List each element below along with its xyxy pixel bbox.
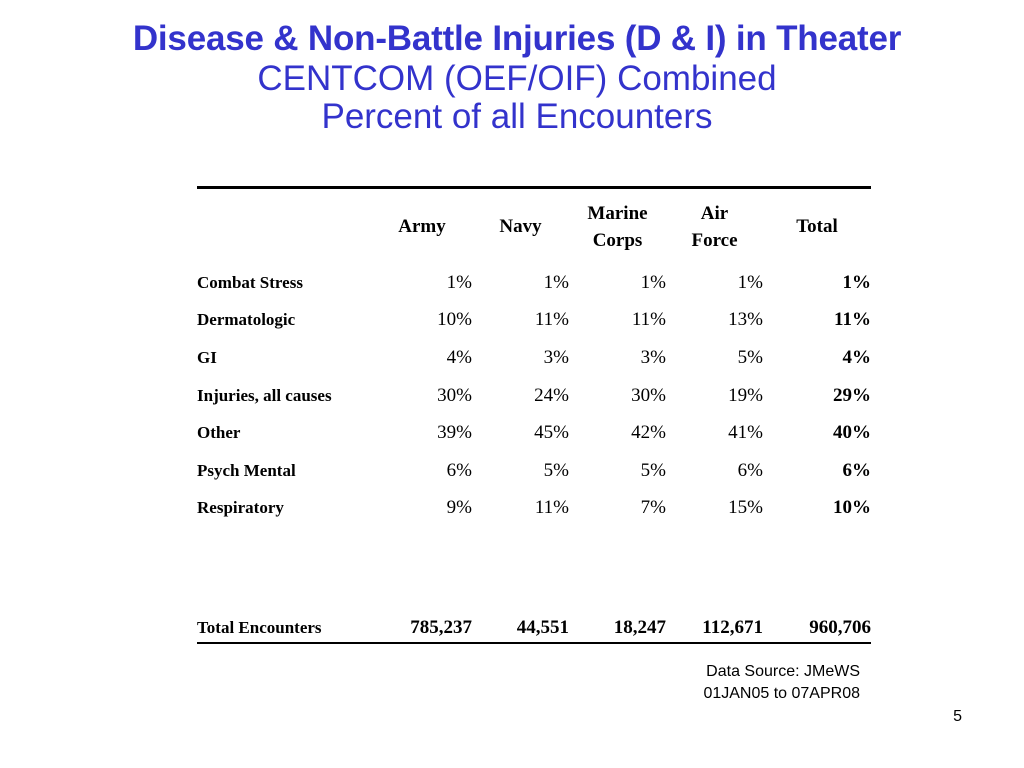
table-row: GI 4% 3% 3% 5% 4% <box>197 339 871 377</box>
cell-army: 30% <box>437 384 472 406</box>
row-label: Combat Stress <box>197 272 303 292</box>
header-navy: Navy <box>499 216 542 237</box>
header-total: Total <box>796 216 838 237</box>
cell-marine: 3% <box>640 346 666 368</box>
data-source-note: Data Source: JMeWS 01JAN05 to 07APR08 <box>560 661 860 705</box>
slide-subtitle-line2: Percent of all Encounters <box>321 97 713 136</box>
slide-title: Disease & Non-Battle Injuries (D & I) in… <box>132 19 902 58</box>
cell-army: 6% <box>446 459 472 481</box>
header-empty <box>197 189 372 264</box>
total-all: 960,706 <box>809 617 871 639</box>
total-navy: 44,551 <box>516 617 569 639</box>
total-airforce: 112,671 <box>702 617 763 639</box>
row-label: Respiratory <box>197 498 284 518</box>
cell-airforce: 1% <box>737 271 763 293</box>
header-marine-line2: Corps <box>592 229 643 251</box>
cell-army: 4% <box>446 346 472 368</box>
cell-total: 6% <box>842 459 872 481</box>
table-top-rule <box>197 186 871 189</box>
cell-airforce: 6% <box>737 459 763 481</box>
row-label: Injuries, all causes <box>197 385 332 405</box>
cell-army: 39% <box>437 422 472 444</box>
table-row: Other 39% 45% 42% 41% 40% <box>197 414 871 452</box>
cell-navy: 45% <box>534 422 569 444</box>
cell-airforce: 19% <box>728 384 763 406</box>
slide-subtitle-line1: CENTCOM (OEF/OIF) Combined <box>257 59 777 98</box>
cell-navy: 1% <box>543 271 569 293</box>
cell-marine: 30% <box>631 384 666 406</box>
cell-airforce: 13% <box>728 309 763 331</box>
cell-airforce: 41% <box>728 422 763 444</box>
cell-navy: 3% <box>543 346 569 368</box>
cell-navy: 11% <box>534 497 569 519</box>
totals-label: Total Encounters <box>197 618 322 638</box>
header-airforce-line1: Air <box>700 202 729 224</box>
cell-airforce: 5% <box>737 346 763 368</box>
cell-marine: 42% <box>631 422 666 444</box>
page-number: 5 <box>953 708 962 725</box>
cell-army: 9% <box>446 497 472 519</box>
table-row: Combat Stress 1% 1% 1% 1% 1% <box>197 264 871 302</box>
cell-navy: 5% <box>543 459 569 481</box>
row-label: Psych Mental <box>197 460 296 480</box>
table-row: Psych Mental 6% 5% 5% 6% 6% <box>197 452 871 490</box>
cell-navy: 24% <box>534 384 569 406</box>
encounters-table: Army Navy Marine Corps Air Force Total C… <box>197 189 871 649</box>
row-label: GI <box>197 347 217 367</box>
cell-marine: 5% <box>640 459 666 481</box>
header-marine-corps: Marine Corps <box>569 189 666 264</box>
table-header-row: Army Navy Marine Corps Air Force Total <box>197 189 871 264</box>
source-line2: 01JAN05 to 07APR08 <box>703 685 860 702</box>
cell-navy: 11% <box>534 309 569 331</box>
cell-airforce: 15% <box>728 497 763 519</box>
title-block: Disease & Non-Battle Injuries (D & I) in… <box>0 18 1024 136</box>
cell-total: 10% <box>833 497 871 519</box>
header-air-force: Air Force <box>666 189 763 264</box>
table-row: Respiratory 9% 11% 7% 15% 10% <box>197 490 871 528</box>
cell-marine: 11% <box>631 309 666 331</box>
table-bottom-rule <box>197 642 871 644</box>
table-row: Injuries, all causes 30% 24% 30% 19% 29% <box>197 377 871 415</box>
cell-marine: 7% <box>640 497 666 519</box>
cell-total: 40% <box>833 422 871 444</box>
cell-total: 1% <box>842 271 872 293</box>
total-army: 785,237 <box>410 617 472 639</box>
source-line1: Data Source: JMeWS <box>706 663 860 680</box>
header-marine-line1: Marine <box>587 202 648 224</box>
cell-marine: 1% <box>640 271 666 293</box>
cell-army: 10% <box>437 309 472 331</box>
header-airforce-line2: Force <box>691 229 738 251</box>
row-label: Other <box>197 423 241 443</box>
cell-total: 4% <box>842 346 872 368</box>
row-label: Dermatologic <box>197 310 296 330</box>
header-army: Army <box>398 216 446 237</box>
spacer-cell <box>197 527 871 607</box>
cell-army: 1% <box>446 271 472 293</box>
table-row: Dermatologic 10% 11% 11% 13% 11% <box>197 302 871 340</box>
cell-total: 11% <box>834 309 871 331</box>
table-spacer-row <box>197 527 871 607</box>
total-marine: 18,247 <box>613 617 666 639</box>
table-totals-row: Total Encounters 785,237 44,551 18,247 1… <box>197 607 871 649</box>
cell-total: 29% <box>833 384 871 406</box>
